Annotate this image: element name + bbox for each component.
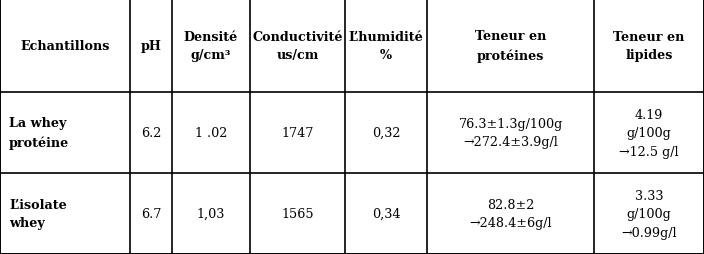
Text: 0,34: 0,34 (372, 207, 401, 220)
Text: 0,32: 0,32 (372, 126, 401, 139)
Text: Teneur en
lipides: Teneur en lipides (613, 31, 685, 62)
Text: 1747: 1747 (282, 126, 314, 139)
Text: pH: pH (141, 40, 161, 53)
Text: 3.33
g/100g
→0.99g/l: 3.33 g/100g →0.99g/l (621, 189, 677, 239)
Text: La whey
protéine: La whey protéine (9, 117, 70, 149)
Text: 1 .02: 1 .02 (195, 126, 227, 139)
Text: 1565: 1565 (281, 207, 314, 220)
Text: 82.8±2
→248.4±6g/l: 82.8±2 →248.4±6g/l (469, 198, 552, 229)
Text: Echantillons: Echantillons (20, 40, 110, 53)
Text: 6.2: 6.2 (141, 126, 161, 139)
Text: Conductivité
us/cm: Conductivité us/cm (252, 31, 343, 62)
Text: 1,03: 1,03 (197, 207, 225, 220)
Text: Densité
g/cm³: Densité g/cm³ (184, 31, 238, 62)
Text: 6.7: 6.7 (141, 207, 161, 220)
Text: L’humidité
%: L’humidité % (348, 31, 423, 62)
Text: Teneur en
protéines: Teneur en protéines (474, 30, 546, 62)
Text: 4.19
g/100g
→12.5 g/l: 4.19 g/100g →12.5 g/l (620, 108, 679, 158)
Text: L’isolate
whey: L’isolate whey (9, 198, 67, 229)
Text: 76.3±1.3g/100g
→272.4±3.9g/l: 76.3±1.3g/100g →272.4±3.9g/l (458, 117, 562, 149)
